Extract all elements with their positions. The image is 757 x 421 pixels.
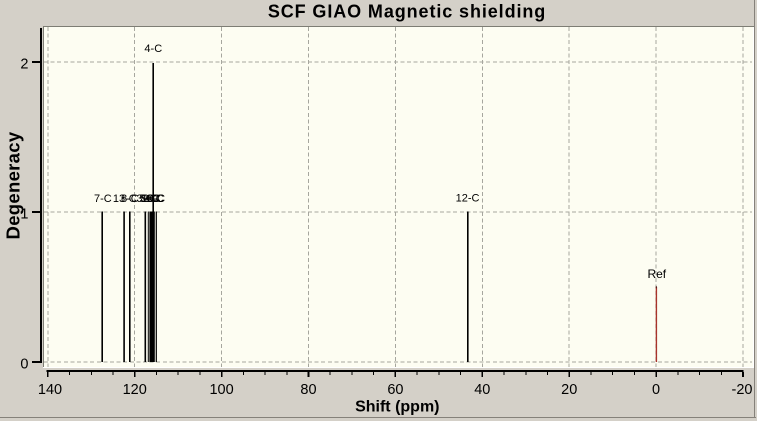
svg-text:1: 1 (20, 206, 28, 222)
svg-text:80: 80 (300, 382, 316, 398)
svg-text:6-C: 6-C (147, 193, 165, 205)
svg-text:Ref: Ref (647, 267, 666, 281)
svg-text:Degeneracy: Degeneracy (2, 131, 23, 239)
svg-text:-20: -20 (732, 382, 753, 398)
svg-text:7-C: 7-C (94, 193, 112, 205)
svg-text:20: 20 (561, 382, 577, 398)
svg-text:40: 40 (474, 382, 490, 398)
svg-text:60: 60 (387, 382, 403, 398)
svg-text:120: 120 (123, 382, 147, 398)
svg-text:1-C: 1-C (146, 193, 164, 205)
svg-text:SCF GIAO Magnetic shielding: SCF GIAO Magnetic shielding (268, 1, 546, 21)
svg-text:2-C: 2-C (143, 193, 161, 205)
svg-text:0: 0 (652, 382, 660, 398)
svg-text:12-C: 12-C (456, 193, 480, 205)
svg-text:10-C: 10-C (141, 193, 165, 205)
svg-text:Shift (ppm): Shift (ppm) (355, 399, 439, 416)
svg-text:4-C: 4-C (144, 43, 162, 55)
svg-text:9-C: 9-C (141, 193, 159, 205)
svg-text:100: 100 (209, 382, 233, 398)
svg-text:2: 2 (20, 56, 28, 72)
svg-text:3-C: 3-C (137, 193, 155, 205)
svg-text:140: 140 (38, 382, 62, 398)
svg-text:5-C: 5-C (139, 193, 157, 205)
svg-text:13-C: 13-C (113, 193, 137, 205)
svg-text:8-C: 8-C (121, 193, 139, 205)
svg-text:0: 0 (20, 356, 28, 372)
